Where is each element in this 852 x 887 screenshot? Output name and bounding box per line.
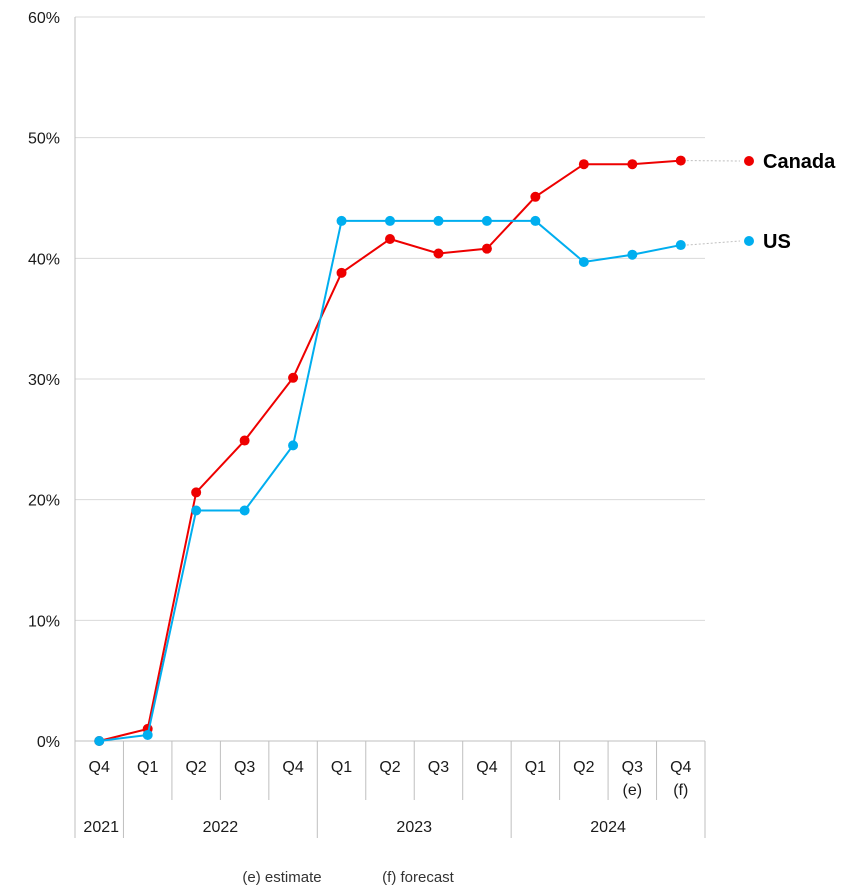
legend-leader	[686, 240, 741, 246]
x-tick-label: Q4	[670, 759, 691, 776]
x-tick-label: Q3	[234, 759, 255, 776]
x-tick-label: Q4	[89, 759, 110, 776]
data-point-us	[142, 729, 153, 740]
legend-label-canada: Canada	[763, 151, 836, 173]
data-point-canada	[385, 234, 395, 245]
data-point-canada	[433, 248, 444, 259]
y-tick-label: 20%	[28, 493, 60, 510]
x-tick-label: Q2	[573, 759, 594, 776]
data-point-canada	[578, 159, 589, 170]
x-year-label: 2021	[83, 819, 119, 836]
data-point-canada	[530, 191, 541, 202]
data-point-us	[530, 215, 541, 226]
y-tick-label: 0%	[37, 734, 60, 751]
x-tick-label: Q4	[476, 759, 497, 776]
x-tick-label: Q1	[331, 759, 352, 776]
data-point-us	[385, 215, 395, 226]
footnotes: (e) estimate (f) forecast	[242, 869, 454, 886]
x-tick-label: Q4	[282, 759, 303, 776]
legend: Canada US	[686, 151, 836, 253]
x-year-label: 2024	[590, 819, 626, 836]
x-tick-label: Q3	[428, 759, 449, 776]
legend-marker-canada	[744, 156, 754, 166]
x-tick-label: Q3	[622, 759, 643, 776]
y-tick-label: 40%	[28, 251, 60, 268]
data-point-canada	[481, 243, 492, 254]
legend-marker-us	[744, 236, 754, 246]
series-line-us	[99, 219, 681, 742]
data-point-us	[627, 249, 638, 260]
data-point-us	[191, 505, 202, 516]
series-line-canada	[98, 159, 681, 742]
y-axis-ticks: 0% 10% 20% 30% 40% 50% 60%	[28, 10, 60, 751]
x-tick-suffix: (e)	[623, 782, 643, 799]
data-point-canada	[191, 487, 202, 498]
series-layer	[94, 155, 686, 746]
data-point-us	[288, 440, 299, 451]
data-point-us	[578, 256, 589, 267]
data-point-us	[675, 240, 686, 251]
x-tick-label: Q1	[525, 759, 546, 776]
y-tick-label: 50%	[28, 131, 60, 148]
x-tick-label: Q2	[185, 759, 206, 776]
footnote: (e) estimate	[242, 869, 321, 886]
x-tick-label: Q2	[379, 759, 400, 776]
x-year-label: 2023	[396, 819, 432, 836]
gridlines	[74, 16, 705, 741]
y-tick-label: 60%	[28, 10, 60, 27]
data-point-canada	[675, 155, 686, 166]
x-tick-label: Q1	[137, 759, 158, 776]
data-point-us	[481, 215, 492, 226]
x-tick-suffix: (f)	[673, 782, 688, 799]
x-year-label: 2022	[203, 819, 239, 836]
data-point-us	[239, 505, 250, 516]
data-point-canada	[336, 267, 347, 278]
x-axis: Q4 Q1 Q2 Q3 Q4 Q1 Q2 Q3 Q4 Q1 Q2 Q3 (e) Q4 (f) 2021 2022…	[74, 740, 706, 838]
data-point-canada	[627, 159, 638, 170]
data-point-us	[336, 215, 347, 226]
data-point-us	[433, 215, 444, 226]
y-tick-label: 30%	[28, 372, 60, 389]
legend-label-us: US	[763, 231, 791, 253]
data-point-canada	[288, 372, 299, 383]
y-tick-label: 10%	[28, 613, 60, 630]
footnote: (f) forecast	[382, 869, 455, 886]
data-point-us	[94, 736, 105, 746]
data-point-canada	[239, 435, 250, 446]
